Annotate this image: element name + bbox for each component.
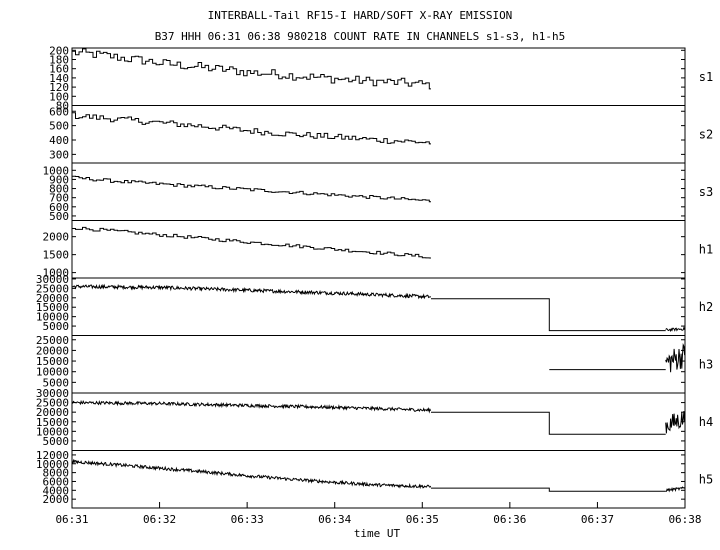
- y-tick-label: 25000: [36, 334, 69, 347]
- y-tick-label: 30000: [36, 273, 69, 286]
- y-tick-label: 300: [49, 148, 69, 161]
- y-tick-label: 15000: [36, 355, 69, 368]
- x-tick-label: 06:32: [143, 513, 176, 526]
- y-tick-label: 12000: [36, 449, 69, 462]
- panel-frame: [71, 392, 686, 451]
- y-tick-label: 10000: [36, 311, 69, 324]
- y-tick-label: 1500: [43, 249, 70, 262]
- x-tick-label: 06:33: [231, 513, 264, 526]
- channel-label: h3: [699, 357, 713, 371]
- panel-frame: [71, 105, 686, 164]
- y-tick-label: 100: [49, 90, 69, 103]
- y-tick-label: 600: [49, 105, 69, 118]
- panel-h1: 1000 1500 2000 h1: [43, 220, 713, 280]
- y-tick-label: 10000: [36, 458, 69, 471]
- series-line-h2: [665, 326, 685, 333]
- y-tick-label: 160: [49, 63, 69, 76]
- channel-label: h5: [699, 472, 713, 486]
- x-tick-label: 06:36: [493, 513, 526, 526]
- series-line-h2: [72, 283, 432, 300]
- chart-subtitle: B37 HHH 06:31 06:38 980218 COUNT RATE IN…: [155, 30, 566, 43]
- y-tick-label: 120: [49, 81, 69, 94]
- y-tick-label: 25000: [36, 282, 69, 295]
- y-tick-label: 8000: [43, 467, 70, 480]
- y-tick-label: 180: [49, 54, 69, 67]
- y-tick-label: 1000: [43, 164, 70, 177]
- y-tick-label: 140: [49, 72, 69, 85]
- panel-frame: [71, 47, 686, 106]
- x-tick-label: 06:34: [318, 513, 351, 526]
- y-tick-label: 2000: [43, 493, 70, 506]
- series-line-h3: [665, 343, 685, 373]
- series-line-h4: [431, 411, 666, 435]
- y-tick-label: 5000: [43, 435, 70, 448]
- series-line-h4: [665, 411, 685, 434]
- series-line-s1: [72, 48, 431, 90]
- y-tick-label: 10000: [36, 425, 69, 438]
- channel-label: s2: [699, 127, 713, 141]
- series-line-h5: [431, 487, 666, 492]
- series-line-h5: [72, 458, 432, 490]
- series-line-h1: [72, 226, 431, 259]
- y-tick-label: 900: [49, 173, 69, 186]
- y-tick-label: 800: [49, 183, 69, 196]
- x-tick-label: 06:37: [581, 513, 614, 526]
- x-tick-label: 06:38: [668, 513, 701, 526]
- y-tick-label: 400: [49, 134, 69, 147]
- y-tick-label: 10000: [36, 366, 69, 379]
- y-tick-label: 20000: [36, 406, 69, 419]
- y-tick-label: 15000: [36, 416, 69, 429]
- y-tick-label: 4000: [43, 484, 70, 497]
- panel-frame: [71, 220, 686, 279]
- y-tick-label: 600: [49, 201, 69, 214]
- channel-label: h4: [699, 415, 713, 429]
- y-tick-label: 500: [49, 120, 69, 133]
- y-tick-label: 5000: [43, 376, 70, 389]
- panel-frame: [71, 450, 686, 509]
- y-tick-label: 700: [49, 192, 69, 205]
- y-tick-label: 20000: [36, 344, 69, 357]
- y-tick-label: 200: [49, 44, 69, 57]
- y-tick-label: 25000: [36, 397, 69, 410]
- channel-label: h2: [699, 300, 713, 314]
- y-tick-label: 2000: [43, 231, 70, 244]
- y-tick-label: 15000: [36, 301, 69, 314]
- channel-label: h1: [699, 242, 713, 256]
- series-line-h4: [72, 399, 432, 414]
- y-tick-label: 500: [49, 210, 69, 223]
- y-tick-label: 30000: [36, 387, 69, 400]
- y-tick-label: 1000: [43, 267, 70, 280]
- x-axis-label: time UT: [354, 527, 401, 540]
- channel-label: s1: [699, 70, 713, 84]
- panel-group: 80100120140160180200s1300400500600s25006…: [36, 44, 713, 509]
- panel-frame: [71, 162, 686, 221]
- y-tick-label: 6000: [43, 475, 70, 488]
- series-line-h2: [431, 298, 666, 332]
- series-line-s2: [72, 112, 431, 145]
- y-tick-label: 20000: [36, 292, 69, 305]
- panel-frame: [71, 335, 686, 394]
- y-tick-label: 80: [56, 100, 69, 113]
- series-line-h5: [665, 486, 685, 493]
- x-axis: 06:31 06:32 06:33 06:34 06:35 06:36 06:37 06:38: [55, 502, 702, 526]
- channel-label: s3: [699, 185, 713, 199]
- y-tick-label: 5000: [43, 320, 70, 333]
- series-line-s3: [72, 175, 431, 203]
- x-tick-label: 06:31: [55, 513, 88, 526]
- x-tick-label: 06:35: [406, 513, 439, 526]
- chart-title: INTERBALL-Tail RF15-I HARD/SOFT X-RAY EM…: [208, 9, 513, 22]
